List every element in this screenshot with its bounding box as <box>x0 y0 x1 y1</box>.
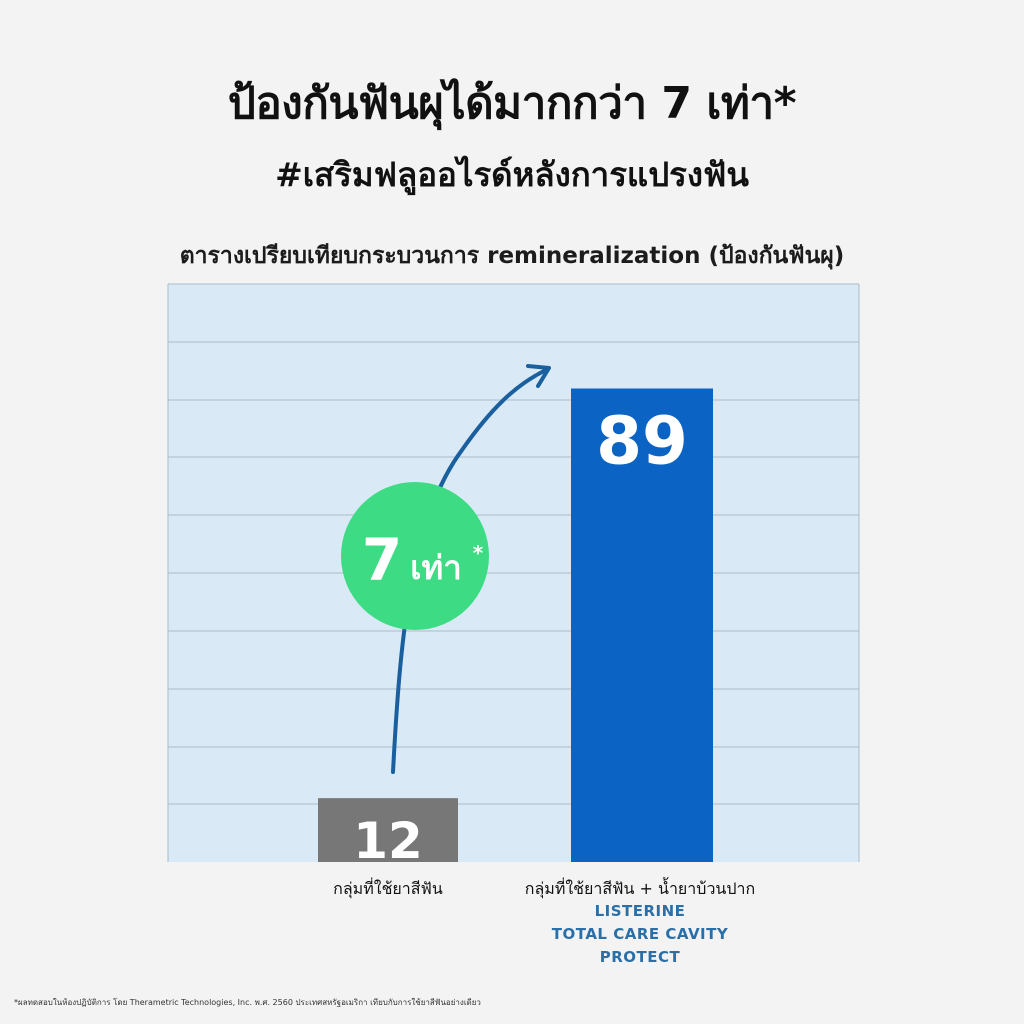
page-title: ป้องกันฟันผุได้มากกว่า 7 เท่า* <box>227 78 797 129</box>
brand-line-1: LISTERINE <box>594 902 686 920</box>
multiplier-asterisk: * <box>473 541 484 565</box>
category-label-toothpaste: กลุ่มที่ใช้ยาสีฟัน <box>333 879 443 898</box>
bar-2 <box>571 388 713 862</box>
bar-value-label-1: 12 <box>353 812 423 870</box>
multiplier-annotation: 7 เท่า * <box>341 364 551 774</box>
page-subtitle: #เสริมฟลูออไรด์หลังการแปรงฟัน <box>275 155 749 194</box>
multiplier-number: 7 <box>362 526 402 594</box>
grid-lines <box>167 283 860 862</box>
bars: 12 89 <box>318 388 713 870</box>
bar-1 <box>318 798 458 862</box>
category-label-toothpaste-mouthwash: กลุ่มที่ใช้ยาสีฟัน + น้ำยาบ้วนปาก <box>524 879 756 898</box>
multiplier-unit: เท่า <box>410 548 462 587</box>
arrow-head <box>526 364 551 388</box>
multiplier-badge <box>341 482 489 630</box>
chart-title: ตารางเปรียบเทียบกระบวนการ remineralizati… <box>179 243 845 269</box>
brand-text: LISTERINE TOTAL CARE CAVITY PROTECT <box>500 900 780 969</box>
footnote: *ผลทดสอบในห้องปฏิบัติการ โดย Therametric… <box>14 998 481 1007</box>
brand-line-2: TOTAL CARE CAVITY <box>551 925 729 943</box>
bar-value-label-2: 89 <box>596 403 688 480</box>
brand-line-3: PROTECT <box>599 948 681 966</box>
